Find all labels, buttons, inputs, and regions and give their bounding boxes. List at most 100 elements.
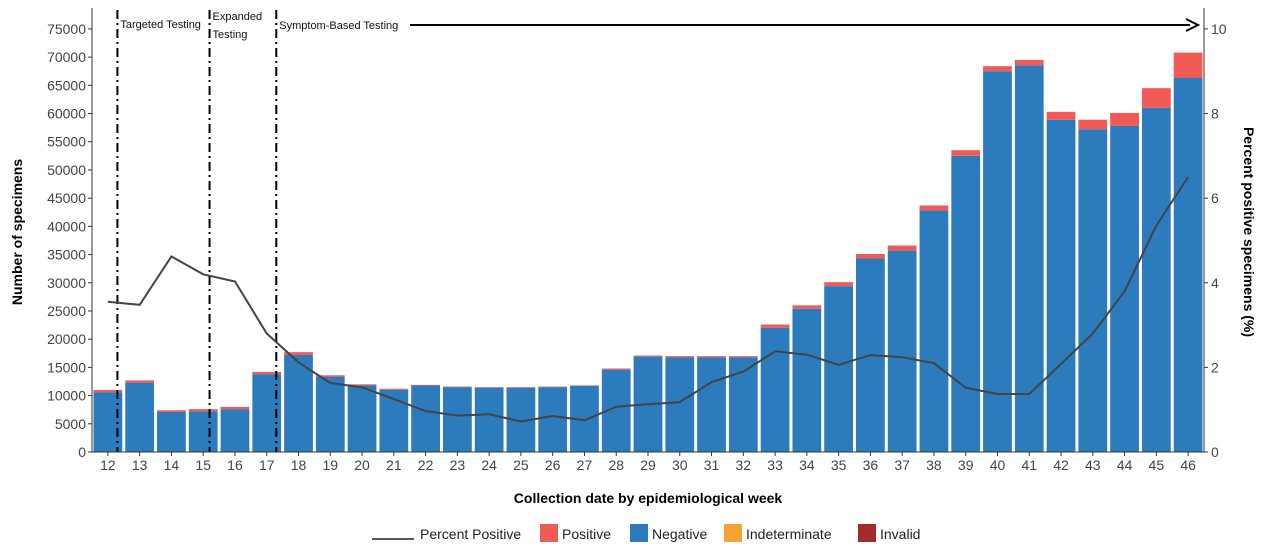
bar-negative-week-39: [951, 156, 980, 452]
bar-positive-week-45: [1142, 88, 1171, 108]
bar-positive-week-36: [856, 254, 885, 259]
x-tick-label: 41: [1021, 457, 1037, 473]
y-tick-label: 35000: [47, 247, 86, 263]
y-tick-label: 10000: [47, 388, 86, 404]
y-tick-label: 30000: [47, 275, 86, 291]
legend-swatch-positive: [540, 524, 558, 542]
bar-positive-week-30: [665, 356, 694, 357]
x-tick-label: 40: [990, 457, 1006, 473]
x-tick-label: 46: [1180, 457, 1196, 473]
x-tick-label: 23: [450, 457, 466, 473]
x-tick-label: 27: [577, 457, 593, 473]
bar-positive-week-29: [634, 356, 663, 357]
legend-label-positive: Positive: [562, 526, 611, 542]
x-tick-label: 26: [545, 457, 561, 473]
phase-label-targeted: Targeted Testing: [120, 19, 201, 31]
bar-positive-week-28: [602, 369, 631, 370]
legend-swatch-indeterminate: [724, 524, 742, 542]
bar-positive-week-26: [538, 387, 567, 388]
x-tick-label: 45: [1149, 457, 1165, 473]
bar-negative-week-45: [1142, 108, 1171, 452]
x-tick-label: 12: [100, 457, 116, 473]
x-tick-label: 29: [640, 457, 656, 473]
y2-tick-label: 6: [1211, 190, 1219, 206]
x-tick-label: 35: [831, 457, 847, 473]
bar-positive-week-21: [379, 389, 408, 390]
x-tick-label: 18: [291, 457, 307, 473]
bar-positive-week-44: [1110, 113, 1139, 126]
legend: Percent Positive Positive Negative Indeterm…: [372, 524, 920, 542]
bar-negative-week-42: [1047, 120, 1076, 452]
legend-label-negative: Negative: [652, 526, 707, 542]
bar-positive-week-27: [570, 385, 599, 386]
bars-layer: [94, 53, 1203, 452]
bar-positive-week-41: [1015, 60, 1044, 66]
bar-negative-week-34: [792, 309, 821, 452]
bar-negative-week-23: [443, 387, 472, 452]
bar-negative-week-22: [411, 385, 440, 452]
x-tick-label: 42: [1053, 457, 1069, 473]
y2-axis-title: Percent positive specimens (%): [1241, 127, 1257, 337]
x-tick-label: 44: [1117, 457, 1133, 473]
y-tick-label: 70000: [47, 49, 86, 65]
legend-label-percent-positive: Percent Positive: [420, 526, 521, 542]
x-tick-label: 25: [513, 457, 529, 473]
bar-positive-week-13: [125, 380, 154, 382]
bar-positive-week-38: [920, 205, 949, 210]
bar-positive-week-15: [189, 409, 218, 411]
y-tick-label: 20000: [47, 331, 86, 347]
bar-negative-week-14: [157, 412, 186, 452]
y2-tick-label: 0: [1211, 444, 1219, 460]
bar-positive-week-32: [729, 356, 758, 357]
y-tick-label: 45000: [47, 190, 86, 206]
y-tick-label: 60000: [47, 106, 86, 122]
bar-negative-week-46: [1174, 78, 1203, 452]
bar-positive-week-39: [951, 150, 980, 156]
x-tick-label: 28: [608, 457, 624, 473]
x-tick-label: 43: [1085, 457, 1101, 473]
y-tick-label: 15000: [47, 359, 86, 375]
x-tick-label: 20: [354, 457, 370, 473]
bar-negative-week-20: [348, 385, 377, 452]
bar-negative-week-15: [189, 411, 218, 452]
bar-positive-week-16: [221, 407, 250, 409]
bar-negative-week-35: [824, 286, 853, 452]
bar-negative-week-13: [125, 383, 154, 452]
x-tick-label: 15: [195, 457, 211, 473]
y2-tick-label: 8: [1211, 106, 1219, 122]
bar-negative-week-33: [761, 328, 790, 452]
x-tick-label: 37: [894, 457, 910, 473]
bar-negative-week-26: [538, 387, 567, 452]
bar-negative-week-30: [665, 357, 694, 452]
phase-label-symptom-based: Symptom-Based Testing: [279, 20, 398, 32]
phase-label-expanded-line1: Expanded: [213, 11, 263, 23]
x-tick-label: 31: [704, 457, 720, 473]
bar-positive-week-37: [888, 246, 917, 251]
x-tick-label: 30: [672, 457, 688, 473]
bar-positive-week-14: [157, 410, 186, 412]
bar-negative-week-38: [920, 211, 949, 452]
bar-negative-week-24: [475, 388, 504, 452]
x-tick-label: 17: [259, 457, 275, 473]
phase-annotations-layer: Targeted Testing Expanded Testing Symptom-B…: [120, 11, 1198, 41]
bar-negative-week-19: [316, 377, 345, 452]
y-tick-label: 5000: [55, 416, 86, 432]
x-tick-label: 39: [958, 457, 974, 473]
y-tick-label: 50000: [47, 162, 86, 178]
bar-negative-week-37: [888, 251, 917, 452]
bar-positive-week-23: [443, 387, 472, 388]
bar-positive-week-46: [1174, 53, 1203, 78]
bar-positive-week-35: [824, 282, 853, 286]
y-tick-label: 65000: [47, 77, 86, 93]
bar-positive-week-43: [1078, 120, 1107, 130]
bar-negative-week-31: [697, 357, 726, 452]
y-axis-title: Number of specimens: [9, 159, 25, 305]
x-tick-label: 34: [799, 457, 815, 473]
y-tick-label: 25000: [47, 303, 86, 319]
x-tick-label: 13: [132, 457, 148, 473]
y2-tick-label: 4: [1211, 275, 1219, 291]
y-tick-label: 40000: [47, 218, 86, 234]
x-tick-label: 24: [481, 457, 497, 473]
y-tick-label: 0: [78, 444, 86, 460]
